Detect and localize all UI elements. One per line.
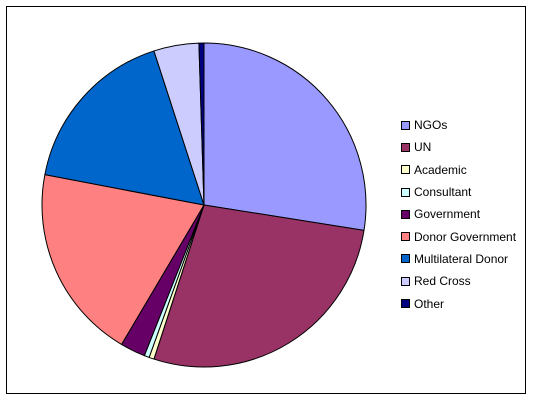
legend-label: Donor Government [414,229,517,244]
legend-item-ngos: NGOs [401,114,516,136]
legend-swatch [401,254,410,264]
legend-swatch [401,276,410,286]
legend-swatch [401,165,410,175]
legend-label: Red Cross [414,274,471,289]
legend-swatch [401,142,410,152]
legend-swatch [401,187,410,197]
legend-swatch [401,232,410,242]
legend-label: NGOs [414,118,448,133]
pie-slice-other [198,42,205,206]
legend-swatch [401,209,410,219]
pie-chart [41,42,367,368]
legend-item-multilateral-donor: Multilateral Donor [401,248,516,270]
legend-label: Multilateral Donor [414,251,509,266]
legend-item-government: Government [401,203,516,225]
pie-slice-ngos [203,42,367,231]
legend-label: UN [414,140,432,155]
legend-item-un: UN [401,136,516,158]
pie-slice-donor-government [41,174,205,345]
chart-legend: NGOs UN Academic Consultant Government Donor … [401,114,516,315]
legend-item-red-cross: Red Cross [401,270,516,292]
pie-slice-multilateral-donor [44,50,205,206]
legend-swatch [401,120,410,130]
legend-label: Academic [414,162,467,177]
legend-item-other: Other [401,292,516,314]
legend-label: Other [414,296,445,311]
legend-swatch [401,299,410,309]
chart-frame: NGOs UN Academic Consultant Government Donor … [6,6,526,394]
pie-slice-un [153,204,365,368]
legend-item-consultant: Consultant [401,181,516,203]
legend-item-donor-government: Donor Government [401,225,516,247]
legend-item-academic: Academic [401,159,516,181]
legend-label: Consultant [414,185,472,200]
legend-label: Government [414,207,481,222]
